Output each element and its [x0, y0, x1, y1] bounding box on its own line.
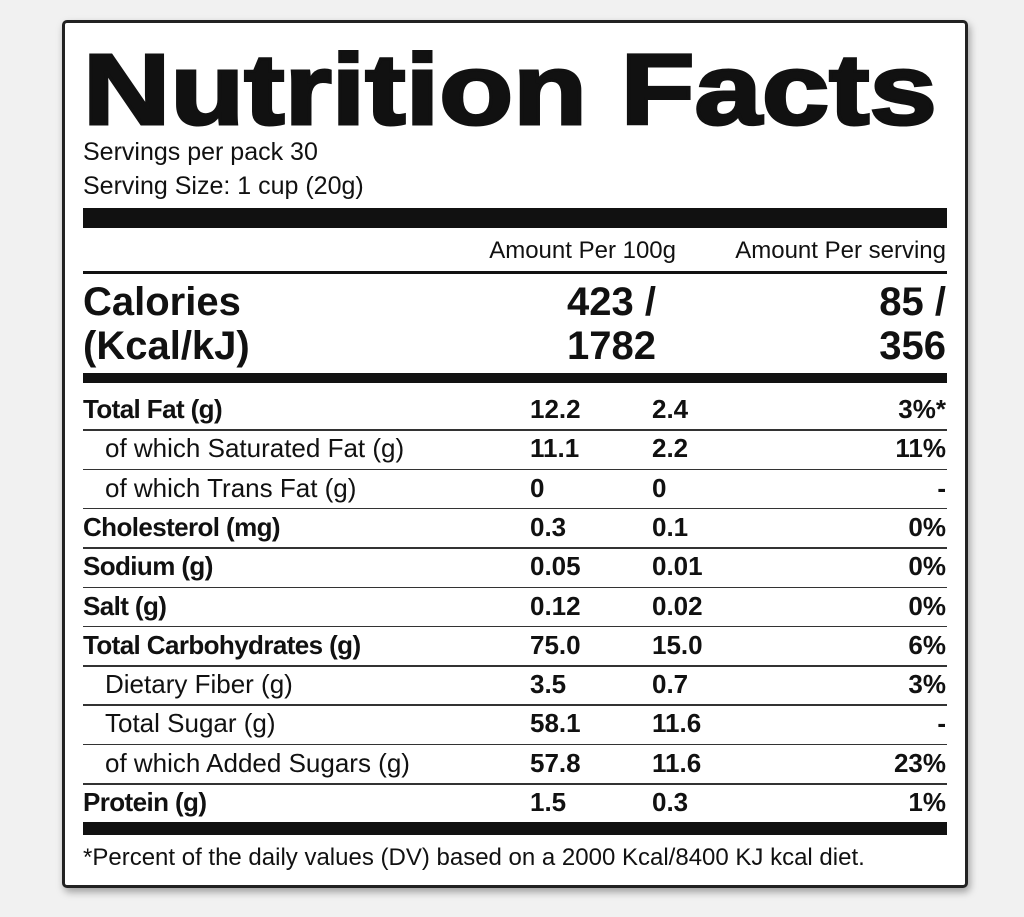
per-serving: 11.6	[652, 747, 702, 778]
thick-rule	[83, 822, 947, 835]
per-100g: 57.8	[530, 747, 581, 778]
daily-value: 1%	[908, 787, 946, 817]
per-serving: 2.2	[652, 433, 689, 464]
nutrient-name: Total Sugar (g)	[105, 708, 276, 739]
nutrient-name: Salt (g)	[83, 590, 167, 621]
row-rule	[83, 586, 947, 588]
row-rule	[83, 429, 947, 431]
per-100g: 0.12	[530, 590, 581, 621]
calories-value: 356	[879, 324, 946, 368]
row-rule	[83, 783, 947, 785]
daily-value: 11%	[895, 433, 946, 464]
daily-value: 3%*	[898, 394, 946, 424]
serving-size: Serving Size: 1 cup (20g)	[83, 172, 364, 200]
per-serving: 0.01	[652, 551, 703, 582]
daily-value: -	[937, 708, 946, 739]
nutrient-name: Sodium (g)	[83, 551, 213, 582]
per-serving: 0.7	[652, 669, 689, 700]
per-serving: 15.0	[652, 629, 703, 660]
row-rule	[83, 507, 947, 510]
per-100g: 0.05	[530, 551, 581, 582]
nutrient-name: Protein (g)	[83, 787, 207, 817]
daily-value: 0%	[908, 551, 946, 582]
per-100g: 3.5	[530, 669, 567, 700]
per-serving: 2.4	[652, 394, 689, 424]
calories-value: 423 /	[567, 280, 656, 324]
calories-label: (Kcal/kJ)	[83, 324, 250, 368]
per-serving: 11.6	[652, 708, 702, 739]
row-rule	[83, 704, 947, 706]
row-rule	[83, 547, 947, 549]
nutrient-name: of which Trans Fat (g)	[105, 472, 357, 503]
footnote: *Percent of the daily values (DV) based …	[83, 844, 865, 871]
per-serving: 0.1	[652, 511, 689, 542]
nutrient-name: Total Carbohydrates (g)	[83, 629, 361, 660]
row-rule	[83, 665, 947, 667]
nutrient-name: Cholesterol (mg)	[83, 511, 281, 542]
nutrient-name: of which Saturated Fat (g)	[105, 433, 405, 464]
per-100g: 11.1	[530, 433, 580, 464]
column-header: Amount Per serving	[735, 237, 946, 264]
daily-value: 0%	[908, 511, 946, 542]
daily-value: -	[937, 472, 946, 503]
daily-value: 3%	[908, 669, 946, 700]
per-100g: 75.0	[530, 629, 581, 660]
per-100g: 12.2	[530, 394, 581, 424]
thick-rule	[83, 208, 947, 228]
per-100g: 0.3	[530, 511, 567, 542]
per-100g: 0	[530, 472, 545, 503]
rule	[83, 271, 947, 274]
row-rule	[83, 743, 947, 746]
servings: Servings per pack 30	[83, 138, 318, 166]
per-100g: 58.1	[530, 708, 581, 739]
per-serving: 0.02	[652, 590, 703, 621]
daily-value: 6%	[908, 629, 946, 660]
column-header: Amount Per 100g	[489, 237, 676, 264]
label-card	[62, 20, 968, 888]
daily-value: 23%	[893, 747, 946, 778]
calories-label: Calories	[83, 280, 241, 324]
nutrient-name: Dietary Fiber (g)	[105, 669, 293, 700]
daily-value: 0%	[908, 590, 946, 621]
row-rule	[83, 468, 947, 471]
per-serving: 0	[652, 472, 667, 503]
nutrient-name: Total Fat (g)	[83, 394, 223, 424]
title: Nutrition Facts	[81, 34, 938, 146]
per-100g: 1.5	[530, 787, 567, 817]
thick-rule	[83, 373, 947, 383]
calories-value: 1782	[567, 324, 656, 368]
row-rule	[83, 625, 947, 628]
calories-value: 85 /	[879, 280, 946, 324]
nutrient-name: of which Added Sugars (g)	[105, 747, 410, 778]
per-serving: 0.3	[652, 787, 689, 817]
